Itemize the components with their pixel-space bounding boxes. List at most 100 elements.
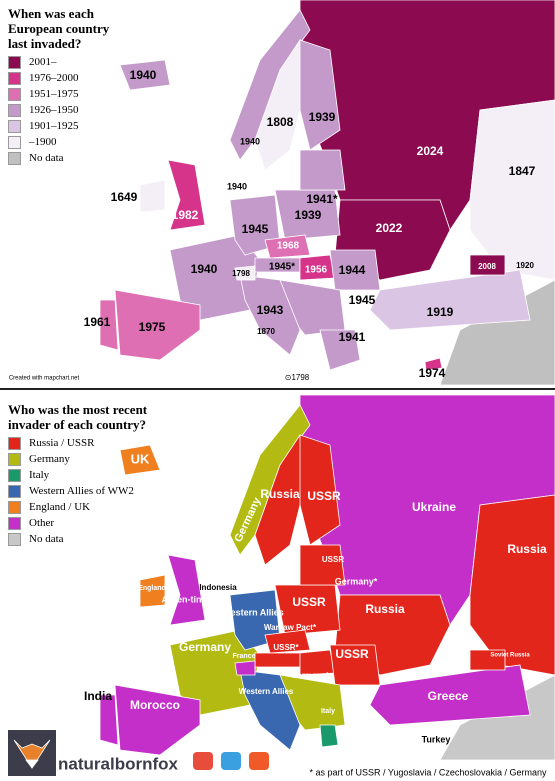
year-label: 2022 xyxy=(376,221,403,235)
legend-label: Italy xyxy=(29,469,50,481)
country-label: Russia xyxy=(260,487,300,501)
region xyxy=(319,724,339,748)
region xyxy=(114,684,201,756)
region xyxy=(239,274,301,356)
region xyxy=(264,234,311,259)
year-label: 1870 xyxy=(257,327,275,336)
legend-item: 1926–1950 xyxy=(8,102,79,118)
country-label: USSR* xyxy=(273,643,299,652)
year-label: 1808 xyxy=(267,115,294,129)
youtube-icon[interactable] xyxy=(193,752,213,770)
year-label: 1939 xyxy=(295,208,322,222)
legend-label: No data xyxy=(29,533,64,545)
legend-item: Other xyxy=(8,515,134,531)
labels-top: 1940 1808 1939 2024 1847 1649 1982 1940 … xyxy=(9,68,536,382)
legend-item: Germany xyxy=(8,451,134,467)
country-label: Italy xyxy=(321,708,335,715)
year-label: 1945 xyxy=(349,293,376,307)
region xyxy=(299,149,346,191)
year-label: 1961 xyxy=(84,315,111,329)
region xyxy=(369,269,531,331)
legend-label: –1900 xyxy=(29,136,57,148)
legend-item: 1951–1975 xyxy=(8,86,79,102)
year-label: 1798 xyxy=(232,269,250,278)
region xyxy=(234,660,256,676)
legend-item: 1976–2000 xyxy=(8,70,79,86)
country-label: Western Allies xyxy=(239,687,294,696)
legend-item: –1900 xyxy=(8,134,79,150)
year-label: 2008 xyxy=(478,262,496,271)
legend-item: Russia / USSR xyxy=(8,435,134,451)
country-label: Greece xyxy=(428,689,469,703)
year-label: 1982 xyxy=(172,208,199,222)
legend-item: No data xyxy=(8,531,134,547)
country-label: USSR xyxy=(335,647,369,661)
legend-swatch xyxy=(8,532,21,546)
year-label: 1919 xyxy=(427,305,454,319)
year-label: 1941 xyxy=(339,330,366,344)
legend-swatch xyxy=(8,516,21,530)
region xyxy=(139,574,166,608)
legend-item: 2001– xyxy=(8,54,79,70)
legend-swatch xyxy=(8,500,21,514)
region xyxy=(319,329,361,371)
title: When was each European country last inva… xyxy=(8,6,110,51)
region xyxy=(119,59,171,91)
legend-item: 1901–1925 xyxy=(8,118,79,134)
legend-label: Western Allies of WW2 xyxy=(29,485,134,497)
country-label: USSR xyxy=(307,489,341,503)
legend-swatch xyxy=(8,103,21,117)
country-label: Russia xyxy=(507,542,547,556)
brand: naturalbornfox xyxy=(58,754,178,773)
fox-logo xyxy=(8,730,56,776)
year-label: 1940 xyxy=(227,181,247,191)
year-label: 1943 xyxy=(257,303,284,317)
region xyxy=(167,554,206,626)
legend-label: 1976–2000 xyxy=(29,72,79,84)
region xyxy=(119,444,161,476)
legend-label: 2001– xyxy=(29,56,57,68)
country-label: Indonesia xyxy=(199,583,237,592)
year-label: 1956 xyxy=(305,265,328,276)
legend-item: No data xyxy=(8,150,79,166)
map-bottom xyxy=(99,394,555,761)
year-label: 1975 xyxy=(139,320,166,334)
map-top xyxy=(99,0,555,386)
country-label: Turkey xyxy=(422,734,451,744)
country-label: France xyxy=(233,653,256,660)
title: Who was the most recent invader of each … xyxy=(8,402,148,432)
legend-label: Other xyxy=(29,517,55,529)
legend: Russia / USSR Germany Italy Western Allies … xyxy=(8,435,134,547)
country-label: Ukraine xyxy=(412,500,456,514)
year-label: 1974 xyxy=(419,366,446,380)
legend-label: England / UK xyxy=(29,501,91,513)
year-label: 1945* xyxy=(269,262,295,273)
legend-swatch xyxy=(8,151,21,165)
region xyxy=(99,694,119,746)
legend: 2001– 1976–2000 1951–1975 1926–1950 1901–192… xyxy=(8,54,79,166)
year-label: 1940 xyxy=(191,262,218,276)
legend-item: Western Allies of WW2 xyxy=(8,483,134,499)
country-label: USSR xyxy=(322,555,344,564)
legend-swatch xyxy=(8,468,21,482)
region xyxy=(299,544,346,586)
twitter-icon[interactable] xyxy=(221,752,241,770)
country-label: Western Allies xyxy=(222,607,284,617)
region xyxy=(239,669,301,751)
region xyxy=(234,265,256,281)
legend-label: 1926–1950 xyxy=(29,104,79,116)
reddit-icon[interactable] xyxy=(249,752,269,770)
legend-item: Italy xyxy=(8,467,134,483)
credit: Created with mapchart.net xyxy=(9,376,80,382)
year-label: 1941* xyxy=(306,192,338,206)
region xyxy=(469,494,555,676)
legend-swatch xyxy=(8,484,21,498)
country-label: UK xyxy=(131,451,150,466)
footnote: * as part of USSR / Yugoslavia / Czechos… xyxy=(310,767,547,777)
legend-swatch xyxy=(8,119,21,133)
year-label: ⊙1798 xyxy=(285,373,310,382)
country-label: Morocco xyxy=(130,698,180,712)
region xyxy=(299,434,341,546)
region xyxy=(139,179,166,213)
country-label: Germany xyxy=(179,640,231,654)
